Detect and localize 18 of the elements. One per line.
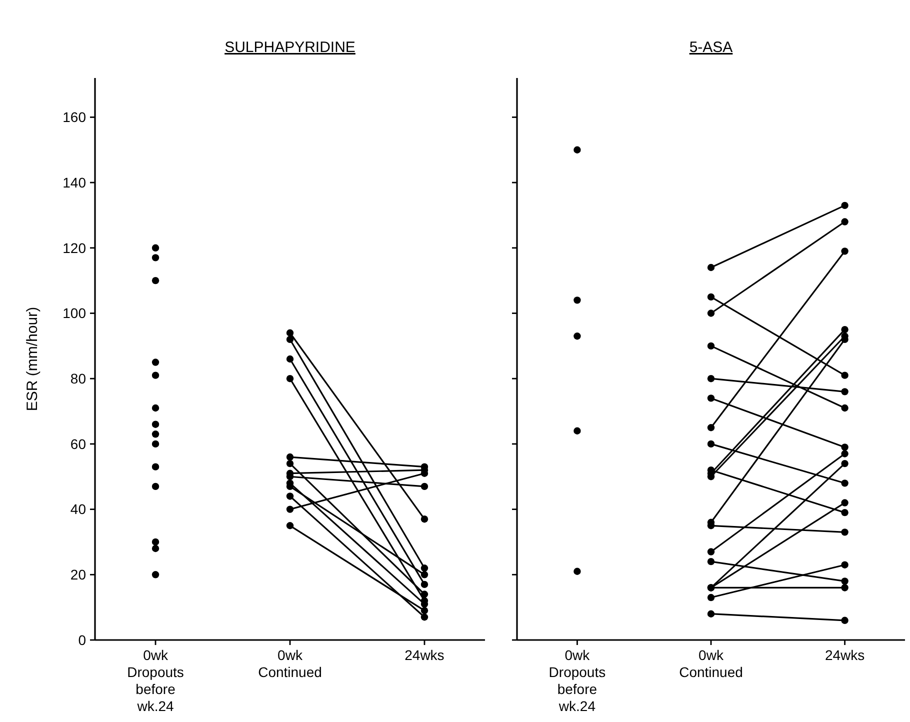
chart-title: SULPHAPYRIDINE bbox=[224, 39, 356, 56]
chart-title: 5-ASA bbox=[689, 39, 733, 56]
y-tick-label: 160 bbox=[62, 109, 86, 126]
y-tick-label: 140 bbox=[62, 174, 86, 190]
x-tick-label: 0wk Dropouts before wk.24 bbox=[548, 647, 606, 714]
y-tick-label: 20 bbox=[70, 566, 86, 583]
y-tick-label: 60 bbox=[70, 436, 86, 452]
y-axis-title: ESR (mm/hour) bbox=[24, 306, 41, 412]
y-tick-label: 120 bbox=[62, 240, 86, 256]
x-tick-label: 0wk Continued bbox=[258, 647, 322, 680]
x-tick-label: 24wks bbox=[404, 647, 444, 663]
x-tick-label: 0wk Continued bbox=[679, 647, 743, 680]
y-tick-label: 100 bbox=[62, 305, 86, 322]
y-tick-label: 0 bbox=[78, 632, 86, 648]
y-tick-label: 80 bbox=[70, 370, 86, 387]
y-tick-label: 40 bbox=[70, 501, 86, 518]
x-tick-label: 24wks bbox=[824, 647, 865, 663]
x-tick-label: 0wk Dropouts before wk.24 bbox=[127, 647, 184, 714]
